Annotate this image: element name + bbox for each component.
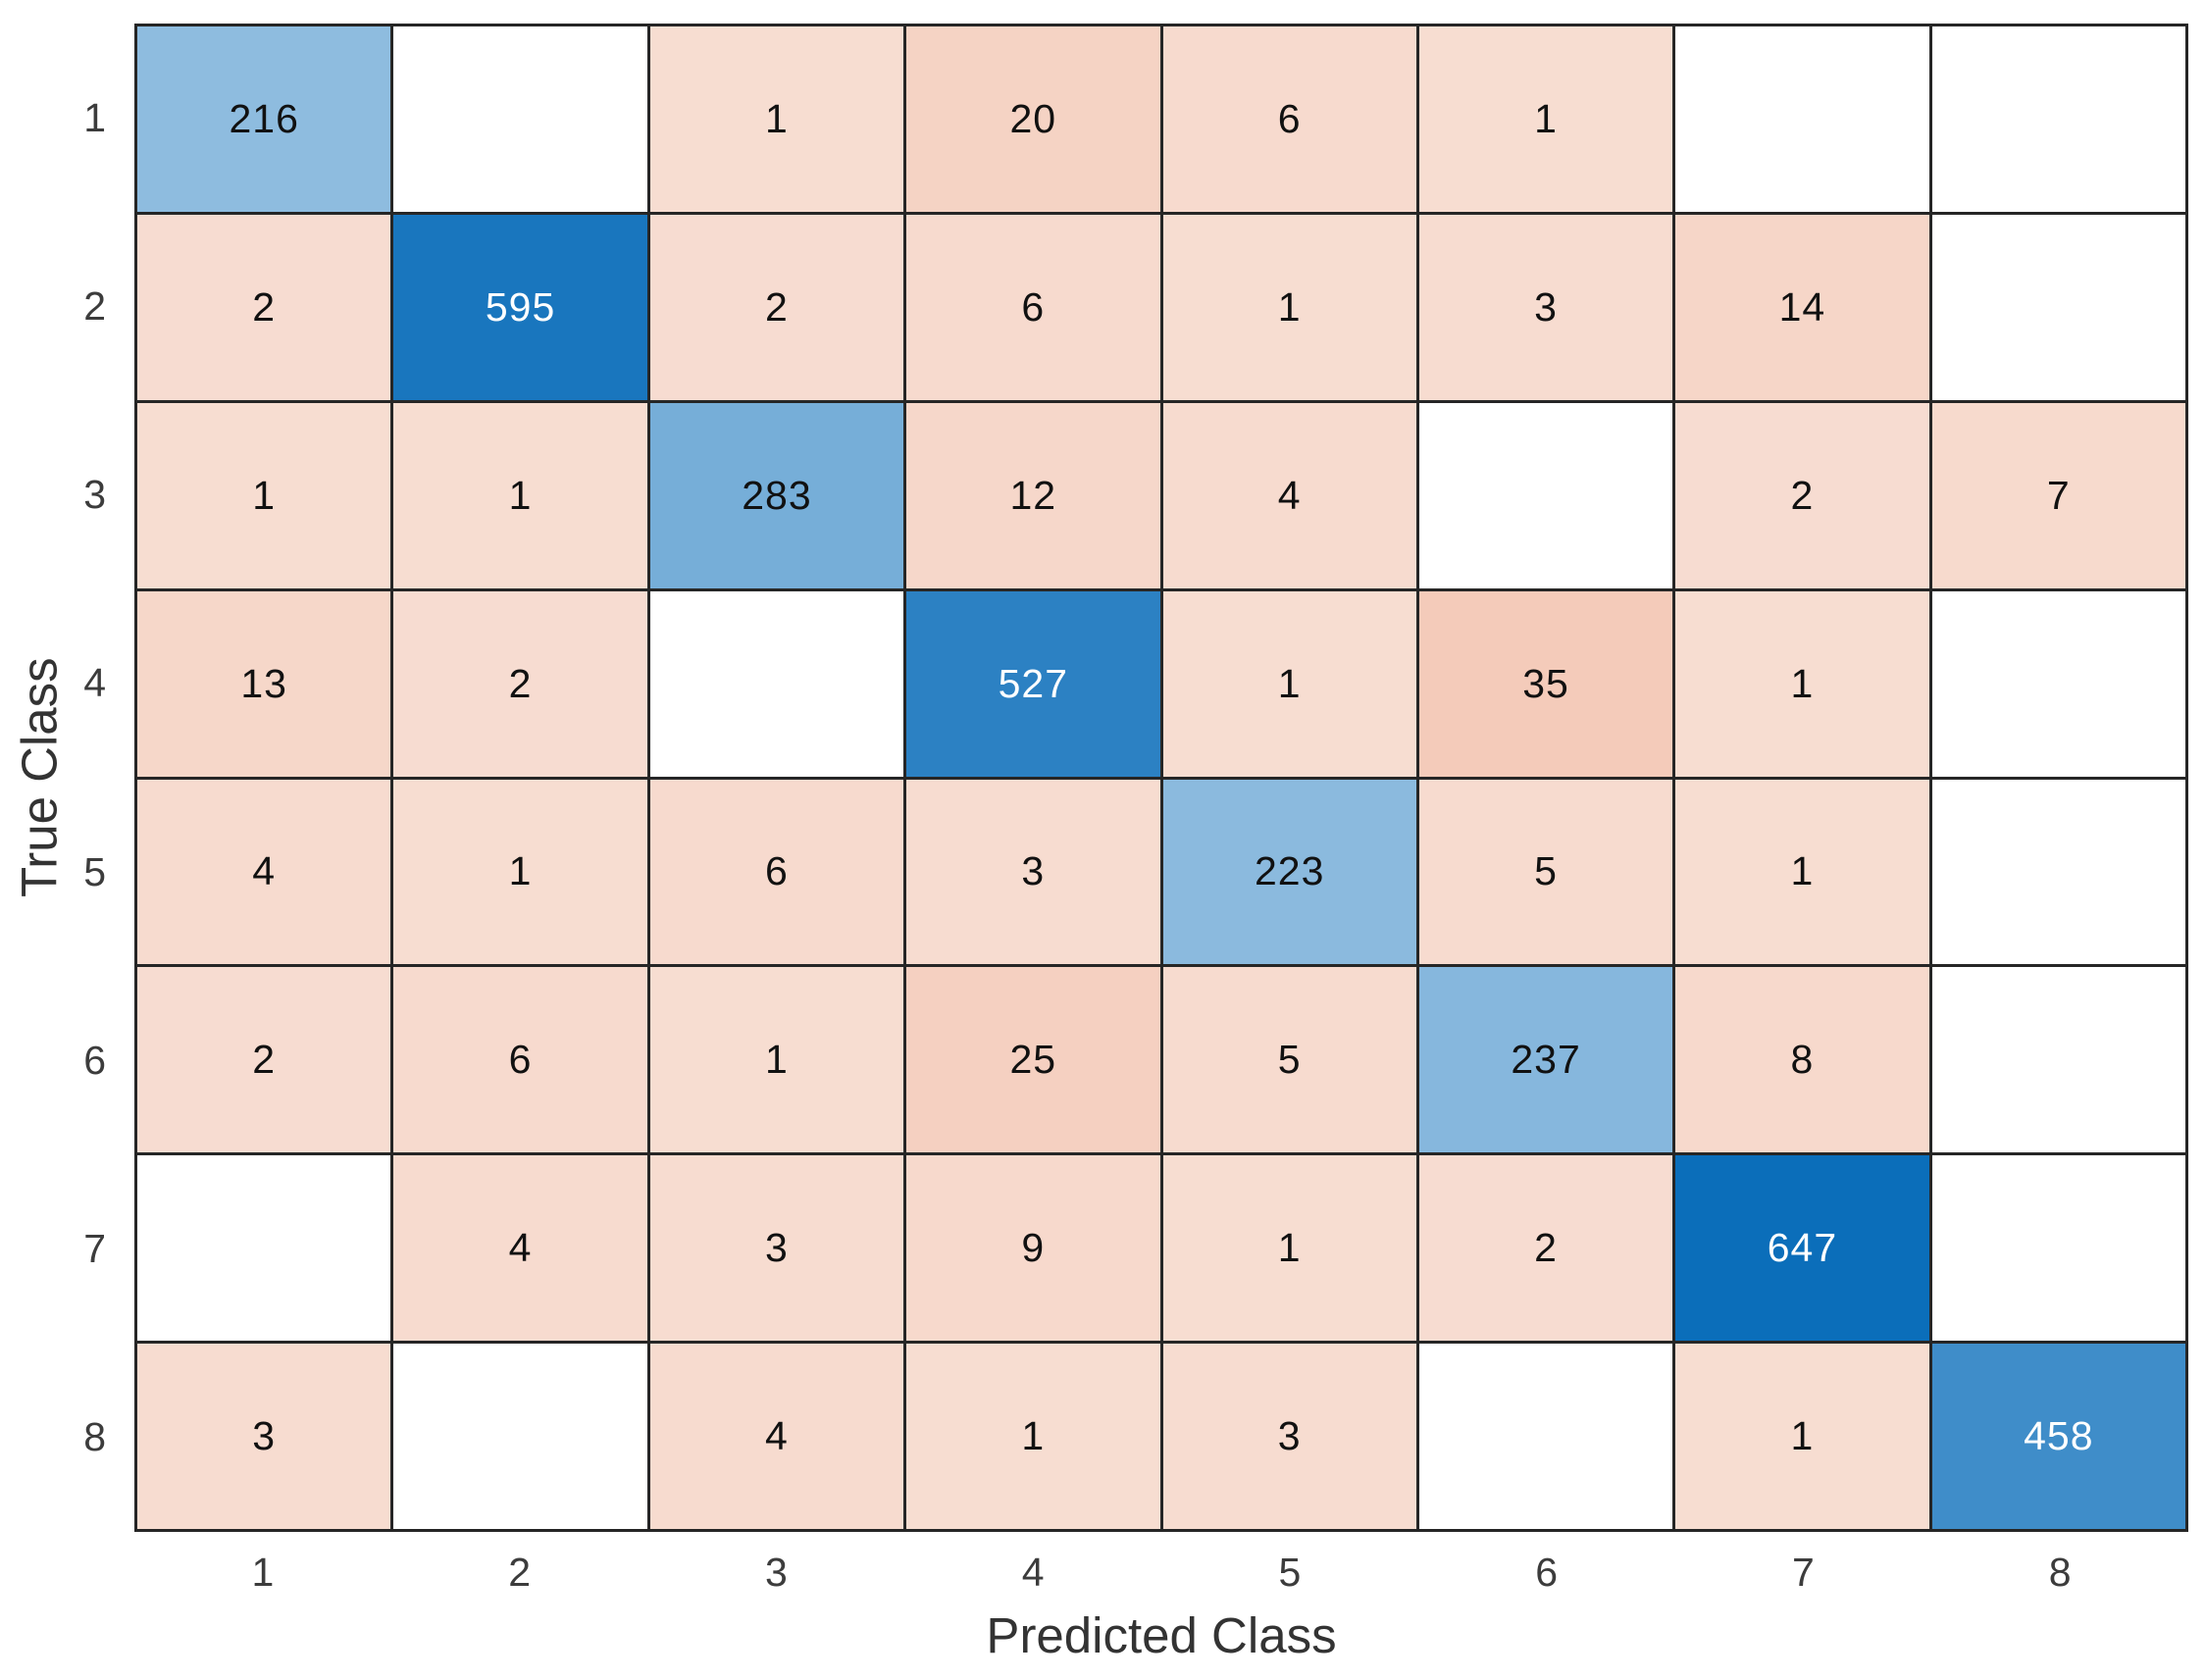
matrix-cell: 5 — [1162, 967, 1416, 1153]
matrix-cell — [1418, 402, 1673, 588]
matrix-cell: 1 — [1675, 779, 1929, 965]
y-tick-label: 6 — [83, 1037, 106, 1083]
matrix-cell: 527 — [906, 590, 1160, 777]
x-axis-title: Predicted Class — [986, 1606, 1337, 1663]
matrix-cell: 1 — [1418, 26, 1673, 212]
x-tick-label: 8 — [2048, 1549, 2072, 1595]
matrix-cell: 3 — [1418, 214, 1673, 400]
x-tick-label: 1 — [251, 1549, 275, 1595]
y-tick-label: 8 — [83, 1414, 106, 1460]
matrix-cell: 1 — [393, 779, 647, 965]
matrix-cell: 283 — [649, 402, 904, 588]
matrix-cell: 1 — [393, 402, 647, 588]
matrix-grid: 216 1 20 6 1 2 595 2 6 1 3 14 1 1 283 12 4 2 7 13 2 527 1 35 1 4 1… — [134, 24, 2188, 1532]
x-tick-label: 6 — [1535, 1549, 1559, 1595]
matrix-cell: 237 — [1418, 967, 1673, 1153]
matrix-cell: 9 — [906, 1155, 1160, 1342]
matrix-cell: 8 — [1675, 967, 1929, 1153]
y-tick-label: 4 — [83, 660, 106, 706]
matrix-cell: 223 — [1162, 779, 1416, 965]
matrix-cell: 1 — [1162, 1155, 1416, 1342]
y-tick-label: 2 — [83, 282, 106, 329]
matrix-cell: 1 — [1675, 590, 1929, 777]
matrix-cell: 6 — [906, 214, 1160, 400]
matrix-cell: 2 — [1675, 402, 1929, 588]
matrix-cell — [649, 590, 904, 777]
matrix-cell: 595 — [393, 214, 647, 400]
matrix-cell: 2 — [649, 214, 904, 400]
y-tick-label: 5 — [83, 848, 106, 894]
matrix-cell: 4 — [137, 779, 391, 965]
matrix-cell: 4 — [649, 1344, 904, 1529]
matrix-cell: 7 — [1931, 402, 2185, 588]
matrix-cell: 1 — [906, 1344, 1160, 1529]
matrix-cell: 2 — [137, 214, 391, 400]
x-tick-label: 7 — [1791, 1549, 1815, 1595]
y-axis-tick-labels: 1 2 3 4 5 6 7 8 — [0, 24, 120, 1532]
matrix-cell: 12 — [906, 402, 1160, 588]
x-tick-label: 3 — [764, 1549, 788, 1595]
matrix-cell: 4 — [1162, 402, 1416, 588]
matrix-cell: 1 — [137, 402, 391, 588]
matrix-cell: 1 — [649, 967, 904, 1153]
x-tick-label: 2 — [508, 1549, 532, 1595]
matrix-cell: 216 — [137, 26, 391, 212]
matrix-cell — [1931, 590, 2185, 777]
matrix-cell: 1 — [649, 26, 904, 212]
matrix-cell — [1418, 1344, 1673, 1529]
matrix-cell — [1931, 1155, 2185, 1342]
matrix-cell: 13 — [137, 590, 391, 777]
matrix-cell — [1931, 779, 2185, 965]
matrix-cell: 3 — [137, 1344, 391, 1529]
x-tick-label: 4 — [1021, 1549, 1045, 1595]
matrix-cell — [1931, 214, 2185, 400]
matrix-cell: 647 — [1675, 1155, 1929, 1342]
matrix-cell: 1 — [1162, 590, 1416, 777]
matrix-cell — [137, 1155, 391, 1342]
matrix-cell: 6 — [649, 779, 904, 965]
matrix-cell — [393, 1344, 647, 1529]
matrix-cell — [393, 26, 647, 212]
matrix-cell: 5 — [1418, 779, 1673, 965]
matrix-cell: 3 — [1162, 1344, 1416, 1529]
matrix-cell — [1931, 967, 2185, 1153]
x-axis-tick-labels: 1 2 3 4 5 6 7 8 — [134, 1538, 2188, 1606]
matrix-cell: 2 — [393, 590, 647, 777]
x-tick-label: 5 — [1278, 1549, 1302, 1595]
matrix-cell — [1675, 26, 1929, 212]
y-tick-label: 3 — [83, 472, 106, 518]
matrix-cell: 6 — [1162, 26, 1416, 212]
matrix-cell: 4 — [393, 1155, 647, 1342]
matrix-cell — [1931, 26, 2185, 212]
y-tick-label: 7 — [83, 1226, 106, 1272]
matrix-cell: 1 — [1675, 1344, 1929, 1529]
matrix-cell: 458 — [1931, 1344, 2185, 1529]
matrix-cell: 6 — [393, 967, 647, 1153]
matrix-cell: 2 — [137, 967, 391, 1153]
matrix-cell: 20 — [906, 26, 1160, 212]
matrix-cell: 3 — [906, 779, 1160, 965]
matrix-cell: 25 — [906, 967, 1160, 1153]
matrix-cell: 3 — [649, 1155, 904, 1342]
matrix-cell: 14 — [1675, 214, 1929, 400]
matrix-cell: 2 — [1418, 1155, 1673, 1342]
matrix-cell: 35 — [1418, 590, 1673, 777]
matrix-cell: 1 — [1162, 214, 1416, 400]
y-tick-label: 1 — [83, 94, 106, 140]
